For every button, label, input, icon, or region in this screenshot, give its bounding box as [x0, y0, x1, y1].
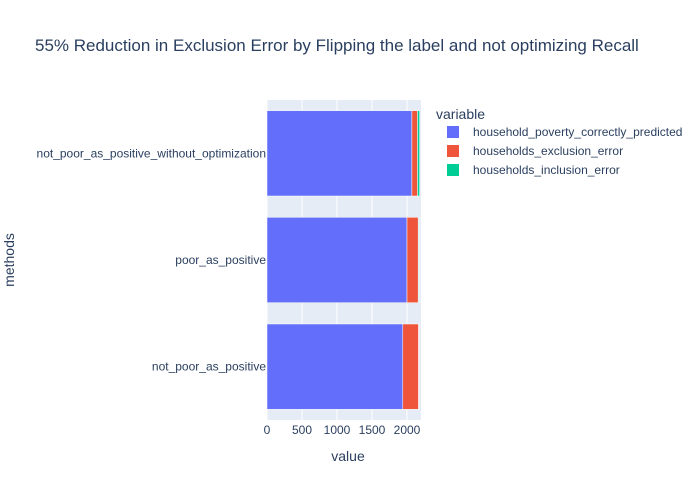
legend-swatch[interactable]	[447, 164, 459, 176]
bar-household_poverty_correctly_predicted-poor_as_positive[interactable]	[266, 217, 408, 303]
bars	[266, 110, 420, 410]
legend-swatch[interactable]	[447, 145, 459, 157]
bar-household_poverty_correctly_predicted-not_poor_as_positive_without_optimization[interactable]	[266, 110, 413, 197]
y-tick-labels: not_poor_as_positive poor_as_positive not_…	[37, 146, 267, 373]
bar-household_poverty_correctly_predicted-not_poor_as_positive[interactable]	[266, 323, 404, 410]
bar-households_exclusion_error-not_poor_as_positive_without_optimization[interactable]	[411, 110, 418, 197]
legend-swatch[interactable]	[447, 126, 459, 138]
x-tick-label: 0	[264, 423, 271, 437]
y-axis-title: methods	[1, 233, 17, 287]
legend-title: variable	[436, 106, 485, 122]
x-tick-labels: 0 500 1000 1500 2000	[264, 423, 421, 437]
x-tick-label: 1000	[324, 423, 351, 437]
legend-item-label[interactable]: households_exclusion_error	[473, 144, 623, 158]
x-axis-title: value	[331, 448, 365, 464]
bar-households_exclusion_error-not_poor_as_positive[interactable]	[402, 323, 419, 410]
y-tick-label: not_poor_as_positive_without_optimizatio…	[37, 146, 266, 160]
y-tick-label: not_poor_as_positive	[152, 360, 266, 374]
bar-households_inclusion_error-poor_as_positive[interactable]	[417, 217, 420, 303]
legend-item-label[interactable]: household_poverty_correctly_predicted	[473, 125, 682, 139]
legend-item-label[interactable]: households_inclusion_error	[473, 163, 620, 177]
chart-title: 55% Reduction in Exclusion Error by Flip…	[35, 36, 639, 55]
legend[interactable]: variable household_poverty_correctly_pre…	[436, 106, 682, 177]
bar-households_exclusion_error-poor_as_positive[interactable]	[406, 217, 419, 303]
y-tick-label: poor_as_positive	[175, 253, 266, 267]
x-tick-label: 1500	[359, 423, 386, 437]
x-tick-label: 500	[292, 423, 312, 437]
x-tick-label: 2000	[394, 423, 421, 437]
bar-households_inclusion_error-not_poor_as_positive_without_optimization[interactable]	[417, 110, 420, 197]
